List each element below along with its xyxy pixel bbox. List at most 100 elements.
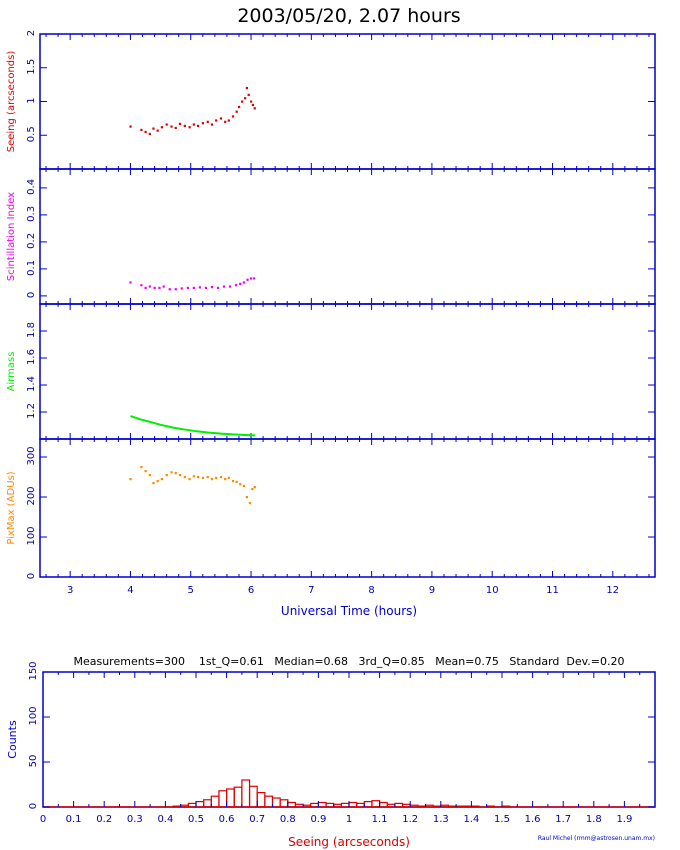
histogram-bar	[463, 805, 473, 808]
pixmax-panel-frame	[39, 438, 656, 578]
histogram-bar	[195, 800, 205, 808]
y-tick-label: 1.8	[26, 322, 37, 338]
histogram-x-tick-label: 0.4	[157, 814, 173, 825]
histogram-stats: Measurements=300 1st_Q=0.61 Median=0.68 …	[73, 655, 624, 668]
seeing-point	[245, 87, 249, 90]
scintillation-point	[174, 288, 177, 291]
seeing-point	[156, 129, 159, 132]
seeing-point	[235, 110, 238, 113]
time-tick-label: 10	[486, 585, 499, 596]
histogram-bar	[432, 805, 442, 808]
histogram-bar	[264, 795, 274, 808]
pixmax-point	[201, 476, 204, 479]
scintillation-panel: 0 0.1 0.2 0.3 0.4 Scintillation Index	[6, 168, 656, 305]
histogram-bar	[340, 802, 350, 808]
time-series-panels: 0.5 1 1.5 2 Seeing (arcseconds) 0 0.1 0.2 0.3 0.4…	[6, 30, 656, 596]
pixmax-point	[248, 502, 252, 505]
scintillation-point	[192, 286, 195, 289]
time-tick-label: 4	[127, 585, 133, 596]
histogram-bar	[401, 803, 411, 808]
pixmax-point	[235, 480, 238, 483]
seeing-point	[250, 100, 253, 103]
airmass-panel: 1.2 1.4 1.6 1.8 Airmass	[6, 303, 656, 440]
pixmax-point	[242, 484, 245, 487]
airmass-y-label: Airmass	[6, 352, 17, 392]
time-tick-label: 3	[67, 585, 73, 596]
chart-title: 2003/05/20, 2.07 hours	[237, 5, 460, 27]
histogram-bar	[294, 803, 304, 808]
scintillation-point	[246, 278, 249, 281]
scintillation-point	[242, 281, 245, 284]
time-tick-label: 7	[308, 585, 314, 596]
histogram-x-tick-label: 0.2	[96, 814, 112, 825]
histogram-y-tick-label: 100	[28, 706, 39, 725]
histogram-bar	[187, 802, 197, 808]
scintillation-point	[210, 285, 214, 289]
seeing-point	[188, 126, 191, 129]
histogram-x-tick-label: 1.2	[402, 814, 418, 825]
scintillation-point	[204, 286, 208, 289]
seeing-point	[140, 128, 143, 132]
seeing-point	[201, 122, 204, 125]
histogram-x-tick-label: 1.5	[494, 814, 510, 825]
y-tick-label: 1.6	[26, 349, 37, 365]
pixmax-point	[174, 472, 177, 475]
y-tick-label: 1.2	[26, 403, 37, 419]
histogram-x-tick-label: 0.8	[280, 814, 296, 825]
seeing-point	[170, 125, 173, 128]
seeing-point	[240, 100, 244, 103]
seeing-histogram: 0 0.1 0.2 0.3 0.4 0.5 0.6 0.7 0.8 0.9 1 1.1 1.2 1.3 1.…	[6, 661, 656, 825]
histogram-bar	[241, 779, 251, 808]
histogram-bar	[386, 803, 396, 808]
histogram-bar	[363, 800, 373, 808]
histogram-x-tick-label: 0.7	[249, 814, 265, 825]
scintillation-point	[153, 286, 156, 289]
y-tick-label: 300	[26, 446, 37, 465]
airmass-panel-frame	[39, 303, 656, 440]
seeing-panel: 0.5 1 1.5 2 Seeing (arcseconds)	[6, 30, 656, 170]
pixmax-point	[144, 470, 147, 473]
seeing-point	[231, 115, 235, 118]
histogram-x-tick-label: 0.3	[127, 814, 143, 825]
pixmax-point	[224, 478, 227, 481]
pixmax-point	[178, 474, 182, 477]
histogram-frame	[42, 671, 656, 808]
pixmax-point	[245, 496, 249, 499]
y-tick-label: 0	[26, 573, 37, 579]
seeing-point	[192, 123, 195, 126]
seeing-point	[253, 107, 256, 110]
seeing-point	[196, 124, 200, 127]
y-tick-label: 1.5	[26, 59, 37, 75]
histogram-bar	[325, 802, 335, 808]
pixmax-point	[192, 475, 195, 478]
y-tick-label: 0.1	[26, 260, 37, 276]
histogram-y-label: Counts	[6, 720, 19, 759]
histogram-y-tick-label: 0	[28, 803, 39, 809]
pixmax-point	[239, 483, 242, 486]
time-tick-label: 6	[248, 585, 254, 596]
y-tick-label: 2	[26, 30, 37, 36]
scintillation-point	[158, 286, 161, 289]
histogram-bar	[310, 802, 320, 808]
pixmax-point	[129, 478, 132, 481]
pixmax-point	[140, 466, 143, 469]
pixmax-point	[156, 480, 159, 483]
pixmax-panel: 0 100 200 300 PixMax (ADUs)	[6, 438, 656, 579]
scintillation-point	[198, 286, 201, 289]
scintillation-point	[250, 277, 253, 280]
histogram-bar	[417, 805, 427, 808]
histogram-bar	[203, 799, 212, 808]
histogram-x-tick-label: 1.7	[555, 814, 571, 825]
pixmax-point	[206, 476, 209, 479]
histogram-bar	[226, 788, 235, 808]
seeing-point	[178, 122, 182, 125]
y-tick-label: 1	[26, 97, 37, 103]
scintillation-point	[239, 282, 242, 285]
pixmax-point	[148, 474, 151, 477]
pixmax-point	[210, 478, 214, 481]
histogram-bar	[440, 804, 450, 808]
scintillation-point	[180, 287, 183, 290]
histogram-bar	[302, 804, 312, 808]
time-tick-label: 8	[368, 585, 374, 596]
